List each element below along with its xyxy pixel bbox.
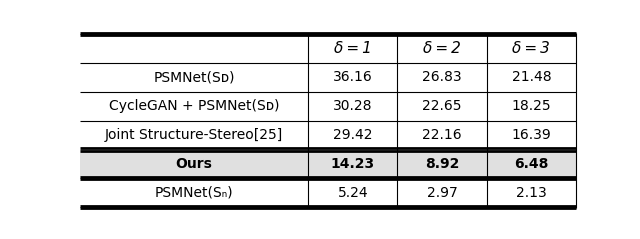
Text: 26.83: 26.83	[422, 71, 462, 84]
Text: 21.48: 21.48	[511, 71, 551, 84]
Text: PSMNet(Sᴅ): PSMNet(Sᴅ)	[154, 71, 235, 84]
Text: PSMNet(Sₙ): PSMNet(Sₙ)	[155, 186, 234, 200]
Text: δ = 1: δ = 1	[334, 41, 372, 56]
Text: 30.28: 30.28	[333, 99, 372, 113]
Text: δ = 3: δ = 3	[513, 41, 550, 56]
Text: 22.65: 22.65	[422, 99, 462, 113]
Text: 2.13: 2.13	[516, 186, 547, 200]
Text: 29.42: 29.42	[333, 128, 372, 142]
Text: CycleGAN + PSMNet(Sᴅ): CycleGAN + PSMNet(Sᴅ)	[109, 99, 279, 113]
Text: 22.16: 22.16	[422, 128, 462, 142]
Bar	[80, 150, 576, 178]
Text: Joint Structure-Stereo[25]: Joint Structure-Stereo[25]	[105, 128, 284, 142]
Text: 18.25: 18.25	[511, 99, 551, 113]
Text: Ours: Ours	[175, 157, 212, 171]
Text: δ = 2: δ = 2	[423, 41, 461, 56]
Text: 14.23: 14.23	[331, 157, 375, 171]
Text: 16.39: 16.39	[511, 128, 551, 142]
Text: 36.16: 36.16	[333, 71, 372, 84]
Text: 5.24: 5.24	[337, 186, 368, 200]
Text: 6.48: 6.48	[514, 157, 548, 171]
Text: 2.97: 2.97	[427, 186, 458, 200]
Text: 8.92: 8.92	[425, 157, 460, 171]
